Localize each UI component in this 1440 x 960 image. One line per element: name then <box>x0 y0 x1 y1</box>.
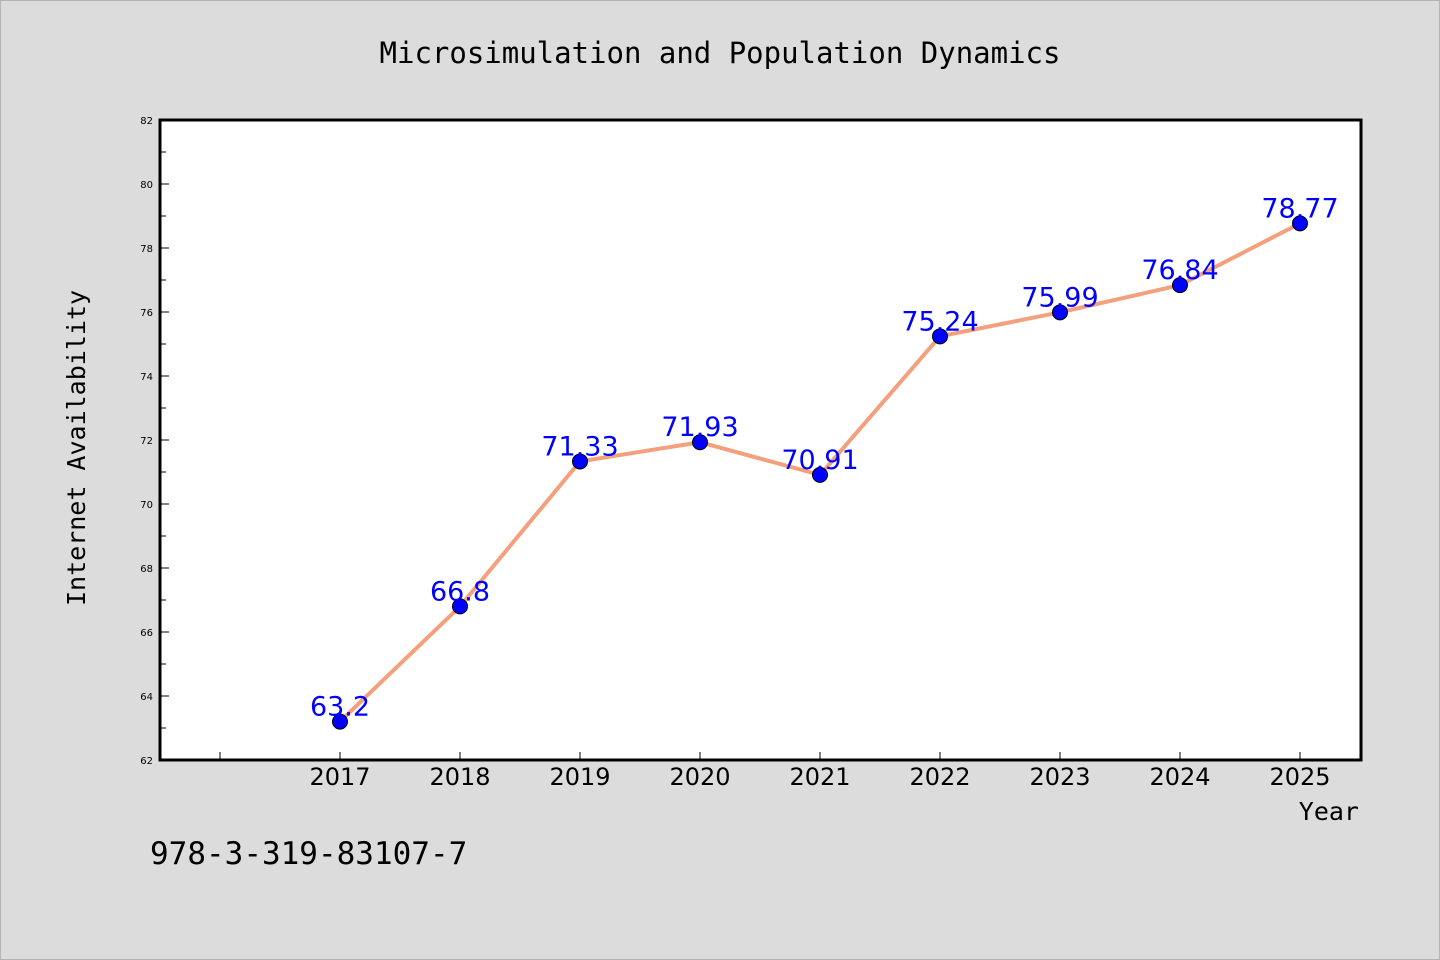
data-label: 66.8 <box>430 576 490 607</box>
y-tick-label: 72 <box>140 436 153 447</box>
data-label: 71.93 <box>661 412 738 443</box>
data-label: 75.99 <box>1021 282 1098 313</box>
y-axis: 62 64 66 68 70 72 74 76 78 80 82 <box>140 116 169 767</box>
x-tick-label: 2023 <box>1029 763 1090 791</box>
x-tick-label: 2017 <box>309 763 370 791</box>
y-axis-label: Internet Availability <box>62 290 91 606</box>
data-point <box>1172 277 1188 294</box>
chart-title: Microsimulation and Population Dynamics <box>380 36 1061 70</box>
data-label: 71.33 <box>541 431 618 462</box>
data-label: 76.84 <box>1141 255 1218 286</box>
series-layer: 63.2 66.8 71.33 71.93 70.91 75.24 75.99 76.84 78… <box>310 193 1339 730</box>
y-tick-label: 74 <box>140 372 153 383</box>
y-tick-label: 62 <box>140 756 153 767</box>
data-label: 63.2 <box>310 692 370 723</box>
data-point <box>692 434 708 451</box>
data-point <box>332 713 348 730</box>
x-tick-label: 2022 <box>909 763 970 791</box>
data-point <box>932 328 948 345</box>
plot-area <box>158 118 1363 762</box>
data-point <box>1292 215 1308 232</box>
x-tick-label: 2018 <box>429 763 490 791</box>
x-tick-label: 2019 <box>549 763 610 791</box>
data-point <box>1052 304 1068 321</box>
y-tick-label: 82 <box>140 116 153 127</box>
data-label: 70.91 <box>781 445 858 476</box>
x-axis-label: Year <box>1299 797 1359 826</box>
data-label: 75.24 <box>901 306 978 337</box>
y-tick-label: 80 <box>140 180 153 191</box>
y-tick-label: 68 <box>140 564 153 575</box>
y-tick-label: 70 <box>140 500 153 511</box>
x-tick-label: 2021 <box>789 763 850 791</box>
y-tick-label: 64 <box>140 692 153 703</box>
data-point <box>452 598 468 615</box>
footer-code: 978-3-319-83107-7 <box>150 836 467 872</box>
y-tick-label: 76 <box>140 308 153 319</box>
x-axis: 2017 2018 2019 2020 2021 2022 2023 2024 2025 <box>219 752 1331 791</box>
x-tick-label: 2020 <box>669 763 730 791</box>
y-tick-label: 78 <box>140 244 153 255</box>
y-tick-label: 66 <box>140 628 153 639</box>
x-tick-label: 2024 <box>1149 763 1210 791</box>
x-tick-label: 2025 <box>1269 763 1330 791</box>
data-point <box>572 453 588 470</box>
data-point <box>812 466 828 483</box>
data-label: 78.77 <box>1261 193 1338 224</box>
